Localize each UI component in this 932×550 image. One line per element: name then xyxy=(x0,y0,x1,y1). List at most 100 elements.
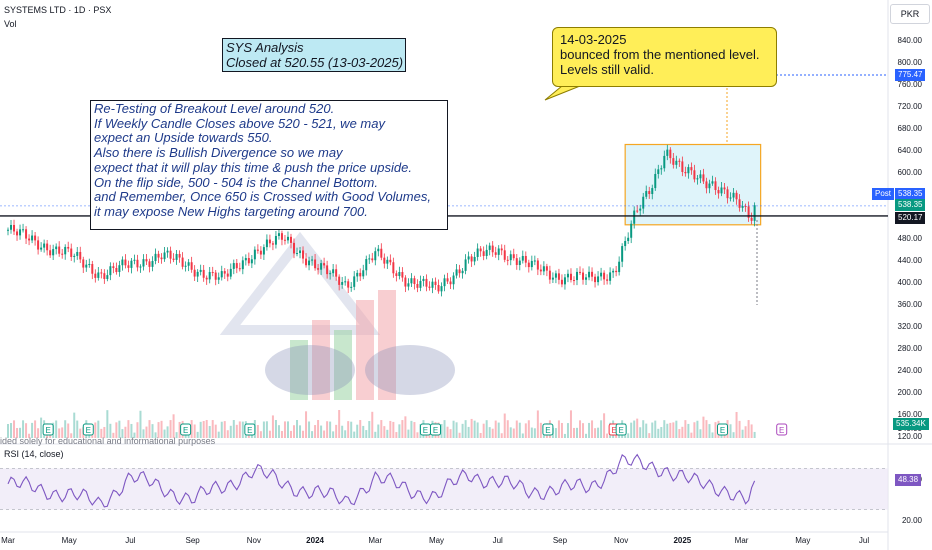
candle-body xyxy=(735,192,738,200)
candle-body xyxy=(621,246,624,262)
volume-bar xyxy=(362,425,365,438)
volume-bar xyxy=(404,416,407,438)
volume-bar xyxy=(389,420,392,438)
candle-body xyxy=(449,281,452,285)
volume-bar xyxy=(283,421,286,438)
candle-body xyxy=(70,248,73,257)
candle-body xyxy=(127,265,130,268)
earnings-marker-letter: E xyxy=(423,426,428,435)
candle-body xyxy=(46,243,49,251)
candle-body xyxy=(332,269,335,274)
candle-body xyxy=(265,239,268,248)
earnings-marker-letter: E xyxy=(86,426,91,435)
candle-body xyxy=(684,171,687,174)
volume-bar xyxy=(699,429,702,438)
candle-body xyxy=(190,262,193,270)
candle-body xyxy=(714,181,717,191)
note-line: Also there is Bullish Divergence so we m… xyxy=(94,145,343,161)
volume-bar xyxy=(22,420,25,438)
volume-bar xyxy=(91,433,94,438)
candle-body xyxy=(627,237,630,241)
candle-body xyxy=(52,249,55,256)
volume-bar xyxy=(741,429,744,438)
candle-body xyxy=(452,275,455,285)
candle-body xyxy=(314,259,317,269)
candle-body xyxy=(217,277,220,280)
volume-bar xyxy=(130,423,133,438)
callout-note[interactable]: 14-03-2025 bounced from the mentioned le… xyxy=(552,27,777,87)
volume-bar xyxy=(175,432,178,438)
candle-body xyxy=(431,281,434,288)
volume-bar xyxy=(341,425,344,438)
candle-body xyxy=(169,250,172,259)
volume-bar xyxy=(579,420,582,438)
volume-bar xyxy=(542,433,545,438)
candle-body xyxy=(666,149,669,156)
candle-body xyxy=(624,240,627,247)
watermark-bar xyxy=(312,320,330,400)
volume-bar xyxy=(572,427,575,438)
rsi-tick-label: 20.00 xyxy=(902,516,923,525)
volume-bar xyxy=(365,430,368,438)
candle-body xyxy=(425,278,428,287)
candle-body xyxy=(383,257,386,264)
volume-bar xyxy=(64,420,67,438)
candle-body xyxy=(753,205,756,221)
candle-body xyxy=(181,257,184,267)
candle-body xyxy=(741,206,744,208)
volume-bar xyxy=(708,424,711,438)
candle-body xyxy=(563,277,566,285)
candle-body xyxy=(103,273,106,279)
candle-body xyxy=(651,188,654,195)
candle-body xyxy=(648,191,651,195)
currency-button[interactable]: PKR xyxy=(890,4,930,24)
volume-bar xyxy=(503,413,506,438)
candle-body xyxy=(521,255,524,261)
note-line: If Weekly Candle Closes above 520 - 521,… xyxy=(94,115,385,131)
volume-bar xyxy=(633,420,636,438)
volume-bar xyxy=(169,420,172,438)
analysis-title-box[interactable]: SYS Analysis Closed at 520.55 (13-03-202… xyxy=(222,38,406,72)
volume-bar xyxy=(536,410,539,438)
volume-bar xyxy=(148,420,151,438)
volume-bar xyxy=(597,427,600,438)
candle-body xyxy=(645,191,648,197)
candle-body xyxy=(88,264,91,266)
volume-bar xyxy=(293,425,296,438)
candle-body xyxy=(606,279,609,281)
volume-bar xyxy=(67,423,70,438)
candle-body xyxy=(64,246,67,255)
candle-body xyxy=(476,248,479,257)
candle-body xyxy=(389,259,392,263)
volume-bar xyxy=(37,428,40,438)
price-tick-label: 480.00 xyxy=(898,234,923,243)
analysis-notes-box[interactable]: Re-Testing of Breakout Level around 520.… xyxy=(90,100,448,230)
candle-body xyxy=(193,269,196,277)
candle-body xyxy=(151,261,154,267)
candle-body xyxy=(702,174,705,182)
volume-bar xyxy=(329,421,332,438)
candle-body xyxy=(323,263,326,266)
candle-body xyxy=(341,282,344,285)
candle-body xyxy=(100,272,103,274)
volume-bar xyxy=(350,421,353,438)
volume-bar xyxy=(563,433,566,438)
price-tick-label: 240.00 xyxy=(898,366,923,375)
candle-body xyxy=(512,254,515,259)
candle-body xyxy=(311,259,314,261)
volume-bar xyxy=(332,431,335,438)
candle-body xyxy=(166,250,169,253)
volume-bar xyxy=(268,430,271,438)
volume-bar xyxy=(470,418,473,438)
candle-body xyxy=(392,262,395,274)
volume-bar xyxy=(518,422,521,438)
price-tick-label: 640.00 xyxy=(898,146,923,155)
volume-bar xyxy=(705,420,708,438)
volume-bar xyxy=(398,424,401,438)
time-tick-label: May xyxy=(429,536,444,545)
candle-body xyxy=(569,273,572,281)
volume-bar xyxy=(311,431,314,438)
volume-bar xyxy=(166,426,169,438)
candle-body xyxy=(434,281,437,285)
